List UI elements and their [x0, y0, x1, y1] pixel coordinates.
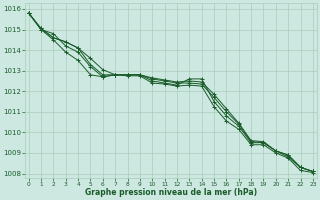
X-axis label: Graphe pression niveau de la mer (hPa): Graphe pression niveau de la mer (hPa): [85, 188, 257, 197]
